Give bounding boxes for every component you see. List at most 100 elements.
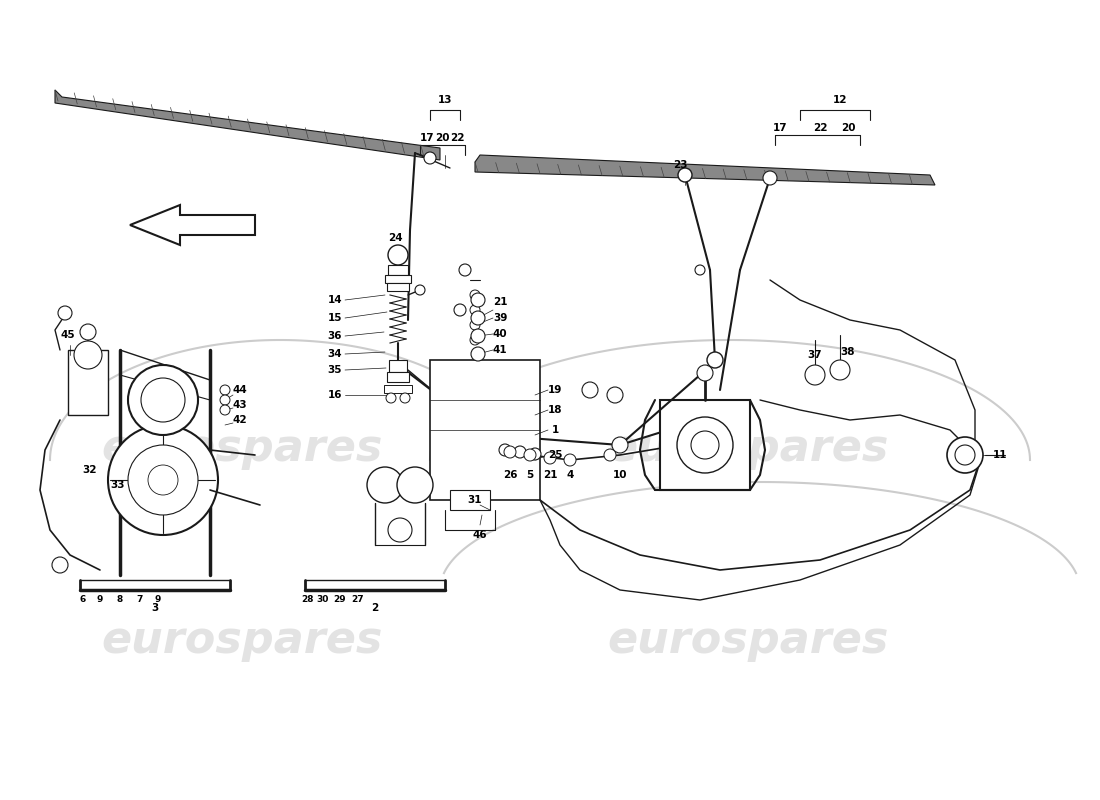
FancyBboxPatch shape [660,400,750,490]
Text: 14: 14 [328,295,342,305]
Text: 20: 20 [434,133,449,143]
Text: 46: 46 [473,530,487,540]
Circle shape [148,465,178,495]
Circle shape [514,446,526,458]
Text: 37: 37 [807,350,823,360]
Circle shape [955,445,975,465]
Circle shape [52,557,68,573]
Text: 8: 8 [117,595,123,605]
Circle shape [678,168,692,182]
Circle shape [424,152,436,164]
Polygon shape [130,205,255,245]
Circle shape [499,444,512,456]
Text: 1: 1 [551,425,559,435]
Text: 13: 13 [438,95,452,105]
Text: 9: 9 [155,595,162,605]
Text: 22: 22 [813,123,827,133]
Text: 36: 36 [328,331,342,341]
Text: 11: 11 [992,450,1008,460]
FancyBboxPatch shape [388,265,408,275]
Circle shape [386,393,396,403]
FancyBboxPatch shape [68,350,108,415]
Circle shape [524,449,536,461]
Circle shape [367,467,403,503]
Text: 41: 41 [493,345,507,355]
Circle shape [471,311,485,325]
Circle shape [707,352,723,368]
Text: 17: 17 [772,123,788,133]
Circle shape [544,452,556,464]
Text: 12: 12 [833,95,847,105]
Text: 35: 35 [328,365,342,375]
Circle shape [830,360,850,380]
Text: 40: 40 [493,329,507,339]
Circle shape [400,393,410,403]
Circle shape [604,449,616,461]
Text: 23: 23 [673,160,688,170]
Circle shape [388,245,408,265]
FancyBboxPatch shape [387,283,409,291]
Text: 29: 29 [333,595,346,605]
Text: 7: 7 [136,595,143,605]
Text: 34: 34 [328,349,342,359]
Text: 21: 21 [493,297,507,307]
Circle shape [397,467,433,503]
Circle shape [697,365,713,381]
Text: 10: 10 [613,470,627,480]
Text: 39: 39 [493,313,507,323]
Circle shape [220,395,230,405]
Text: 30: 30 [317,595,329,605]
Circle shape [471,293,485,307]
Circle shape [564,454,576,466]
Polygon shape [475,155,935,185]
FancyBboxPatch shape [430,360,540,500]
Circle shape [470,305,480,315]
Text: 27: 27 [352,595,364,605]
Text: 42: 42 [233,415,248,425]
Circle shape [220,405,230,415]
FancyBboxPatch shape [389,360,407,372]
Text: 31: 31 [468,495,482,505]
Text: 18: 18 [548,405,562,415]
Text: 33: 33 [111,480,125,490]
Circle shape [529,448,541,460]
Text: eurospares: eurospares [607,426,889,470]
Text: 28: 28 [301,595,315,605]
Circle shape [128,445,198,515]
Circle shape [691,431,719,459]
Text: 3: 3 [152,603,158,613]
Circle shape [415,285,425,295]
Circle shape [947,437,983,473]
Circle shape [141,378,185,422]
Circle shape [58,306,72,320]
Circle shape [607,387,623,403]
Text: eurospares: eurospares [101,426,383,470]
Circle shape [612,437,628,453]
FancyBboxPatch shape [387,372,409,382]
Text: eurospares: eurospares [607,618,889,662]
Text: 4: 4 [566,470,574,480]
Circle shape [471,329,485,343]
Text: 45: 45 [60,330,75,340]
Circle shape [504,446,516,458]
Polygon shape [55,90,440,160]
Text: 25: 25 [548,450,562,460]
FancyBboxPatch shape [450,490,490,510]
Text: 17: 17 [420,133,434,143]
Text: 43: 43 [233,400,248,410]
Circle shape [582,382,598,398]
Text: 20: 20 [840,123,856,133]
Circle shape [80,324,96,340]
Text: 44: 44 [232,385,248,395]
Circle shape [676,417,733,473]
Circle shape [470,335,480,345]
Circle shape [454,304,466,316]
Text: 38: 38 [840,347,856,357]
Circle shape [805,365,825,385]
Text: 2: 2 [372,603,378,613]
Text: 32: 32 [82,465,97,475]
Circle shape [695,265,705,275]
Circle shape [470,290,480,300]
FancyBboxPatch shape [384,385,412,393]
Text: 9: 9 [97,595,103,605]
